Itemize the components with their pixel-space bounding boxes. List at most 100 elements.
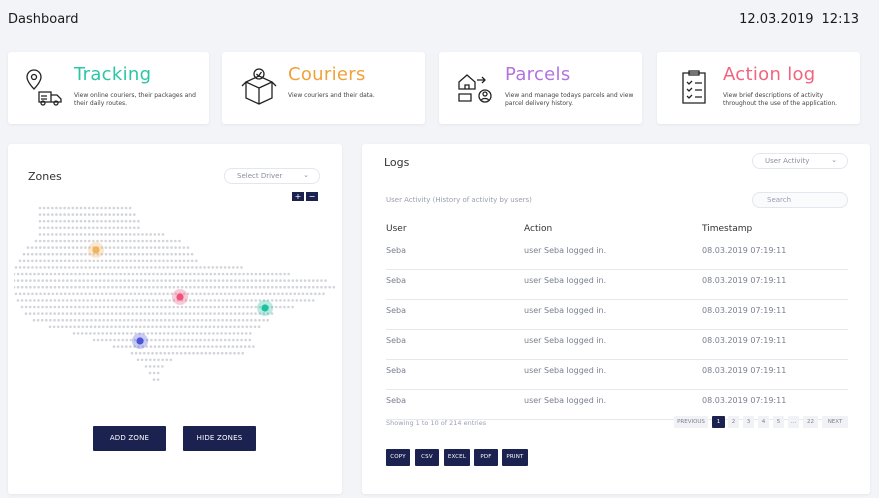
map-dot [229, 305, 233, 309]
map-dot [113, 338, 116, 342]
map-dot [112, 345, 116, 348]
marker-orange[interactable] [88, 242, 104, 258]
map-dot [133, 292, 137, 296]
select-driver-dropdown[interactable]: Select Driver ⌄ [224, 168, 320, 184]
map-dot [59, 219, 62, 223]
map-dot [266, 279, 270, 282]
map-dot [190, 259, 194, 263]
map-dot [41, 299, 44, 302]
pagination-page-22[interactable]: 22 [803, 416, 818, 428]
excel-button[interactable]: EXCEL [444, 449, 470, 466]
marker-blue[interactable] [132, 333, 148, 349]
map-dot [77, 325, 80, 329]
map-dot [119, 312, 122, 315]
map-dot [299, 299, 303, 302]
table-row[interactable]: Seba user Seba logged in. 08.03.2019 07:19… [386, 270, 848, 300]
map-dot [180, 279, 184, 282]
table-row[interactable]: Seba user Seba logged in. 08.03.2019 07:19… [386, 360, 848, 390]
card-tracking[interactable]: Tracking View online couriers, their pac… [8, 52, 209, 124]
card-action-log[interactable]: Action log View brief descriptions of ac… [657, 52, 860, 124]
map-dot [71, 252, 75, 256]
add-zone-button[interactable]: ADD ZONE [93, 426, 166, 451]
map-dot [102, 279, 106, 282]
map-dot [266, 285, 270, 289]
map-dot [225, 351, 228, 355]
usa-dot-map[interactable] [14, 204, 338, 388]
map-dot [94, 312, 97, 315]
map-dot [114, 318, 118, 322]
map-dot [237, 351, 240, 355]
map-dot [110, 305, 114, 309]
map-dot [78, 305, 81, 309]
map-dot [100, 213, 103, 216]
pagination-page-1[interactable]: 1 [712, 416, 725, 428]
table-row[interactable]: Seba user Seba logged in. 08.03.2019 07:19… [386, 330, 848, 360]
map-dot [109, 338, 112, 342]
column-header-action[interactable]: Action [524, 224, 553, 234]
map-dot [217, 272, 221, 276]
card-couriers[interactable]: Couriers View couriers and their data. [222, 52, 425, 124]
map-dot [121, 266, 124, 269]
map-dot [225, 272, 229, 276]
pagination-page-3[interactable]: 3 [743, 416, 754, 428]
column-header-timestamp[interactable]: Timestamp [702, 224, 753, 234]
map-dot [31, 292, 34, 296]
zoom-in-button[interactable]: + [292, 192, 304, 201]
map-dot [53, 318, 56, 322]
pagination-page-5[interactable]: 5 [773, 416, 784, 428]
table-row[interactable]: Seba user Seba logged in. 08.03.2019 07:19… [386, 390, 848, 420]
card-description: View and manage todays parcels and view … [505, 92, 634, 107]
map-dot [92, 206, 95, 210]
map-dot [175, 332, 178, 335]
pagination-page-2[interactable]: 2 [728, 416, 739, 428]
map-dot [191, 266, 194, 269]
map-dot [268, 292, 272, 296]
map-dot [244, 338, 247, 342]
map-dot [76, 259, 79, 263]
table-row[interactable]: Seba user Seba logged in. 08.03.2019 07:19… [386, 240, 848, 270]
map-dot [129, 292, 133, 296]
map-dot [155, 325, 158, 329]
pdf-button[interactable]: PDF [474, 449, 498, 466]
cell-action: user Seba logged in. [524, 246, 607, 255]
print-button[interactable]: PRINT [502, 449, 528, 466]
hide-zones-button[interactable]: HIDE ZONES [183, 426, 256, 451]
card-parcels[interactable]: Parcels View and manage todays parcels a… [439, 52, 642, 124]
map-dot [106, 299, 110, 302]
copy-button[interactable]: COPY [386, 449, 410, 466]
csv-button[interactable]: CSV [415, 449, 439, 466]
map-dot [200, 351, 203, 355]
pagination-previous[interactable]: PREVIOUS [674, 416, 708, 428]
map-dot [110, 318, 114, 322]
search-input[interactable]: Search [752, 192, 848, 208]
map-dot [209, 285, 213, 289]
map-dot [71, 239, 75, 243]
map-dot [130, 332, 133, 335]
map-dot [217, 318, 220, 322]
map-dot [242, 279, 245, 282]
column-header-user[interactable]: User [386, 224, 407, 234]
map-dot [184, 312, 188, 315]
map-dot [234, 285, 237, 289]
map-dot [100, 246, 104, 249]
pagination-next[interactable]: NEXT [822, 416, 848, 428]
zoom-out-button[interactable]: − [306, 192, 318, 201]
marker-teal[interactable] [257, 300, 273, 316]
map-dot [116, 213, 120, 216]
map-dot [61, 299, 65, 302]
pagination-page-4[interactable]: 4 [758, 416, 769, 428]
map-dot [158, 259, 161, 263]
marker-pink[interactable] [172, 289, 188, 305]
map-dot [189, 272, 192, 276]
map-dot [172, 272, 176, 276]
table-row[interactable]: Seba user Seba logged in. 08.03.2019 07:19… [386, 300, 848, 330]
map-dot [118, 318, 122, 322]
map-dot [67, 259, 71, 263]
map-dot [175, 351, 179, 355]
map-dot [192, 312, 196, 315]
activity-filter-dropdown[interactable]: User Activity ⌄ [752, 153, 848, 169]
map-dot [192, 351, 195, 355]
map-dot [237, 325, 240, 329]
map-dot [195, 266, 198, 269]
map-dot [188, 299, 192, 302]
